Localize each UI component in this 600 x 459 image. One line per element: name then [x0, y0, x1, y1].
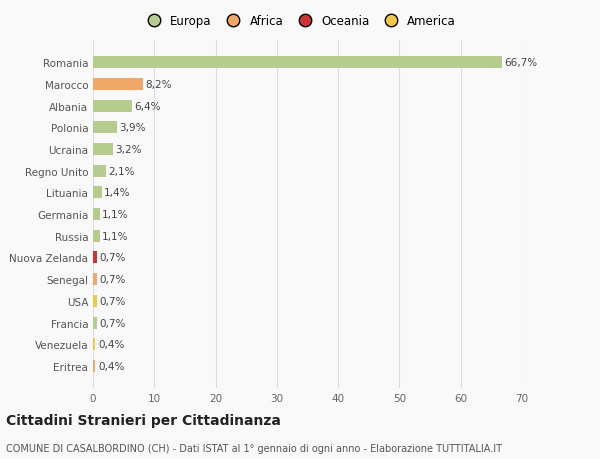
Text: 0,7%: 0,7% — [100, 296, 126, 306]
Bar — [93, 295, 97, 307]
Bar — [93, 165, 106, 177]
Bar — [93, 339, 95, 351]
Bar — [93, 230, 100, 242]
Text: 8,2%: 8,2% — [146, 80, 172, 90]
Bar — [93, 122, 117, 134]
Text: 3,9%: 3,9% — [119, 123, 146, 133]
Bar — [93, 209, 100, 220]
Bar — [93, 144, 113, 156]
Text: 0,4%: 0,4% — [98, 361, 124, 371]
Bar — [93, 274, 97, 285]
Text: 1,4%: 1,4% — [104, 188, 131, 198]
Text: 2,1%: 2,1% — [109, 166, 135, 176]
Text: 66,7%: 66,7% — [504, 58, 538, 68]
Bar — [93, 252, 97, 264]
Text: 1,1%: 1,1% — [102, 210, 128, 219]
Text: 1,1%: 1,1% — [102, 231, 128, 241]
Bar — [93, 57, 502, 69]
Bar — [93, 187, 101, 199]
Text: Cittadini Stranieri per Cittadinanza: Cittadini Stranieri per Cittadinanza — [6, 414, 281, 428]
Text: COMUNE DI CASALBORDINO (CH) - Dati ISTAT al 1° gennaio di ogni anno - Elaborazio: COMUNE DI CASALBORDINO (CH) - Dati ISTAT… — [6, 443, 502, 453]
Text: 3,2%: 3,2% — [115, 145, 142, 155]
Text: 6,4%: 6,4% — [134, 101, 161, 112]
Bar — [93, 78, 143, 90]
Legend: Europa, Africa, Oceania, America: Europa, Africa, Oceania, America — [140, 12, 458, 30]
Text: 0,7%: 0,7% — [100, 253, 126, 263]
Bar — [93, 317, 97, 329]
Bar — [93, 360, 95, 372]
Text: 0,7%: 0,7% — [100, 318, 126, 328]
Text: 0,7%: 0,7% — [100, 274, 126, 285]
Bar — [93, 101, 132, 112]
Text: 0,4%: 0,4% — [98, 340, 124, 349]
